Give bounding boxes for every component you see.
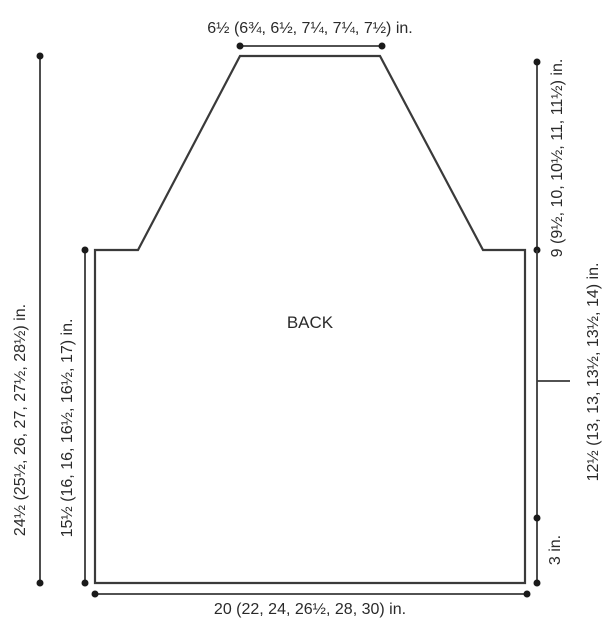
piece-label: BACK: [287, 313, 334, 332]
neck-width-label: 6½ (6¾, 6½, 7¼, 7¼, 7½) in.: [207, 20, 412, 37]
back-outline: [93, 54, 527, 585]
total-length-endpoint-top: [36, 52, 44, 60]
side-length-label: 12½ (13, 13, 13½, 13½, 14) in.: [585, 263, 602, 482]
neck-width-endpoint-left: [236, 42, 244, 50]
hem-endpoint-top: [533, 514, 541, 522]
hem-endpoint-bottom: [533, 579, 541, 587]
armhole-depth-label: 9 (9½, 10, 10½, 11, 11½) in.: [549, 59, 566, 258]
neck-width-endpoint-right: [378, 42, 386, 50]
length-to-armhole-endpoint-top: [81, 246, 89, 254]
width-endpoint-left: [91, 590, 99, 598]
width-label: 20 (22, 24, 26½, 28, 30) in.: [214, 601, 406, 618]
hem-label: 3 in.: [547, 535, 564, 565]
length-to-armhole-endpoint-bottom: [81, 579, 89, 587]
total-length-label: 24½ (25½, 26, 27, 27½, 28½) in.: [12, 304, 29, 536]
armhole-depth-endpoint-top: [533, 58, 541, 66]
total-length-endpoint-bottom: [36, 579, 44, 587]
width-endpoint-right: [523, 590, 531, 598]
length-to-armhole-label: 15½ (16, 16, 16½, 16½, 17) in.: [59, 319, 76, 538]
